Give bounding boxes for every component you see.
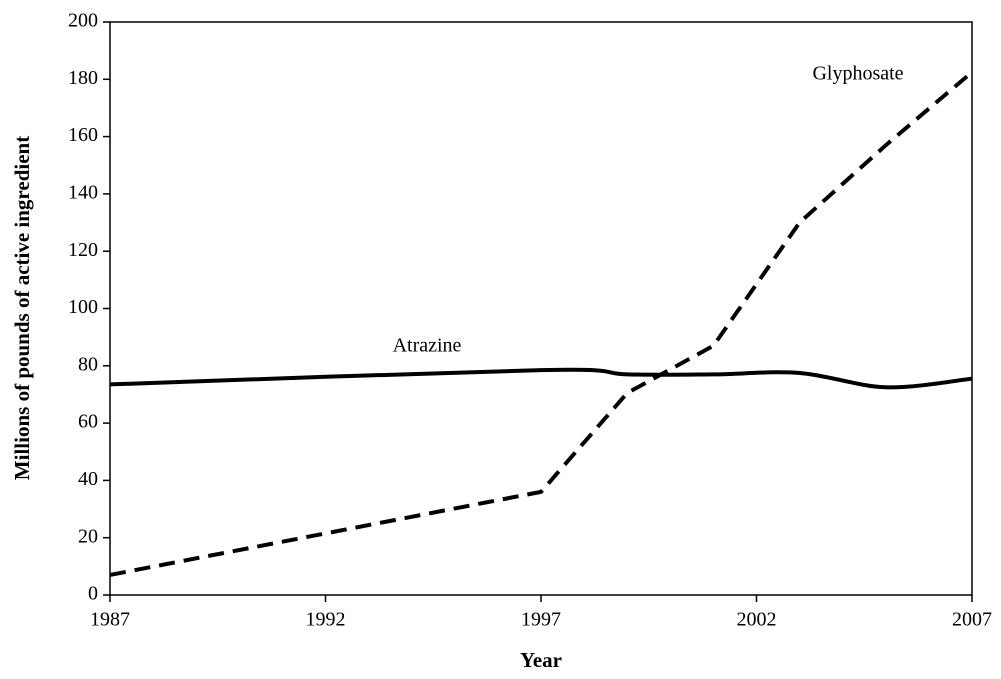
series-line: [109, 70, 974, 577]
y-tick-label: 80: [78, 353, 98, 375]
y-tick-label: 180: [68, 67, 98, 89]
x-tick-label: 2002: [737, 609, 777, 631]
y-tick-label: 100: [68, 296, 98, 318]
y-tick-label: 20: [78, 525, 98, 547]
plot-frame: [109, 21, 973, 596]
series-line: [109, 367, 973, 390]
x-tick-label: 1987: [90, 609, 130, 631]
y-tick-label: 60: [78, 411, 98, 433]
x-tick-label: 2007: [952, 609, 992, 631]
annotation: Glyphosate: [812, 63, 903, 85]
y-tick-label: 200: [68, 10, 98, 32]
y-tick-label: 0: [88, 583, 98, 605]
x-axis-title: Year: [520, 648, 562, 672]
y-tick-label: 160: [68, 124, 98, 146]
y-tick-label: 40: [78, 468, 98, 490]
y-axis-title: Millions of pounds of active ingredient: [10, 136, 34, 480]
x-tick-label: 1992: [306, 609, 346, 631]
annotation: Atrazine: [393, 335, 462, 357]
y-tick-label: 120: [68, 239, 98, 261]
x-tick-label: 1997: [521, 609, 561, 631]
y-tick-label: 140: [68, 181, 98, 203]
